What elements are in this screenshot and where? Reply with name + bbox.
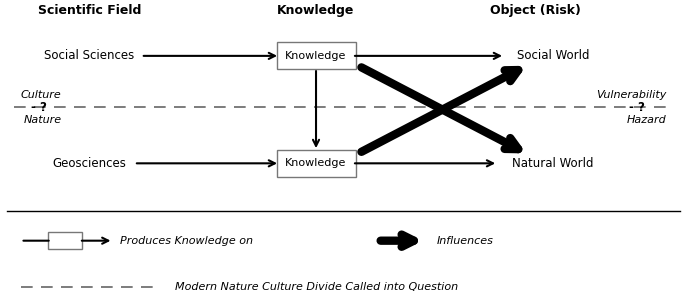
Text: - ?: - ? — [629, 101, 644, 114]
Text: Produces Knowledge on: Produces Knowledge on — [120, 236, 254, 246]
Text: Social Sciences: Social Sciences — [44, 49, 135, 62]
FancyBboxPatch shape — [277, 150, 356, 177]
Text: Social World: Social World — [517, 49, 589, 62]
FancyBboxPatch shape — [277, 42, 356, 69]
Text: Modern Nature Culture Divide Called into Question: Modern Nature Culture Divide Called into… — [175, 282, 458, 292]
Text: Knowledge: Knowledge — [278, 4, 354, 17]
Text: Hazard: Hazard — [627, 115, 666, 125]
Text: Natural World: Natural World — [513, 157, 594, 170]
Text: Object (Risk): Object (Risk) — [491, 4, 581, 17]
Text: Influences: Influences — [436, 236, 493, 246]
Text: Nature: Nature — [24, 115, 62, 125]
Text: Vulnerability: Vulnerability — [596, 90, 666, 99]
Text: Knowledge: Knowledge — [285, 51, 347, 61]
Text: Scientific Field: Scientific Field — [38, 4, 141, 17]
Text: Culture: Culture — [21, 90, 61, 99]
Text: - ?: - ? — [31, 101, 47, 114]
Text: Geosciences: Geosciences — [52, 157, 126, 170]
Text: Knowledge: Knowledge — [285, 158, 347, 168]
FancyBboxPatch shape — [48, 232, 82, 249]
